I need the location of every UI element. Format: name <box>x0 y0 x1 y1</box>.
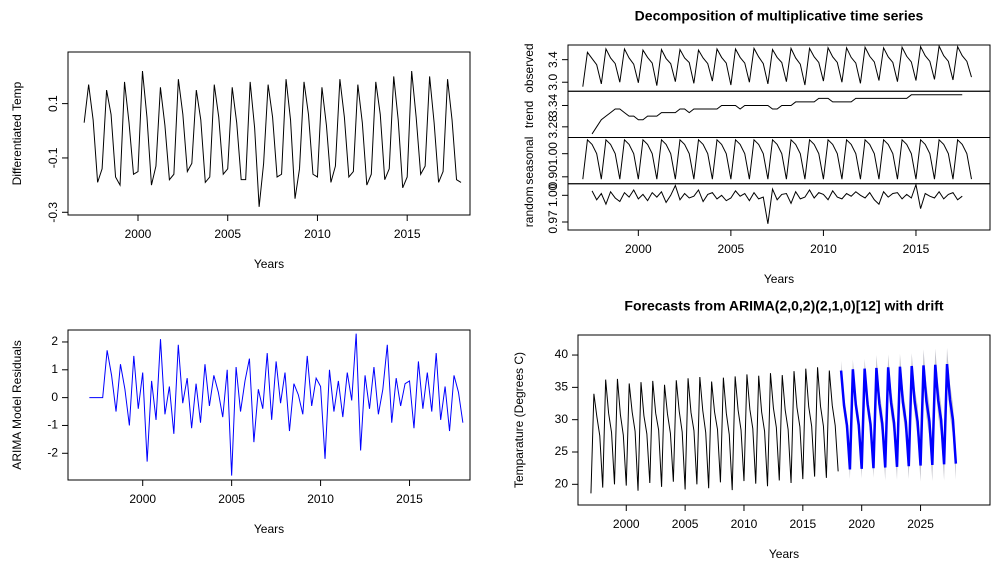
x-tick-label: 2015 <box>903 242 930 256</box>
y-tick-label: 0.97 <box>546 210 560 234</box>
plot-frame <box>577 334 991 506</box>
x-tick-label: 2010 <box>304 227 331 241</box>
x-tick-label: 2000 <box>625 242 652 256</box>
x-axis-label: Years <box>254 257 284 271</box>
x-tick-label: 2000 <box>129 492 156 506</box>
series-line <box>582 44 972 87</box>
series-line <box>591 94 963 135</box>
y-tick-label: -0.3 <box>46 202 60 223</box>
y-tick-label: -1 <box>47 418 58 432</box>
x-tick-label: 2005 <box>718 242 745 256</box>
x-tick-label: 2005 <box>672 517 699 531</box>
y-axis-label: ARIMA Model Residuals <box>10 340 24 469</box>
panel-frame <box>567 183 991 231</box>
y-tick-label: 0 <box>51 390 58 404</box>
plot-frame <box>67 51 471 216</box>
y-tick-label: -2 <box>47 445 58 459</box>
x-tick-label: 2005 <box>214 227 241 241</box>
series-line <box>591 182 963 224</box>
y-tick-label: 3.28 <box>546 115 560 139</box>
y-tick-label: 2 <box>51 334 58 348</box>
y-tick-label: 35 <box>555 380 569 394</box>
x-tick-label: 2025 <box>907 517 934 531</box>
series-line <box>590 367 839 494</box>
series-line <box>83 70 462 207</box>
x-tick-label: 2020 <box>848 517 875 531</box>
y-tick-label: 1.00 <box>546 183 560 207</box>
y-tick-label: 0.90 <box>546 165 560 189</box>
y-tick-label: -0.1 <box>46 147 60 168</box>
y-tick-label: 1 <box>51 362 58 376</box>
y-tick-label: 20 <box>555 476 569 490</box>
y-tick-label: 1.00 <box>546 142 560 166</box>
x-tick-label: 2005 <box>218 492 245 506</box>
y-tick-label: 3.0 <box>546 74 560 91</box>
y-axis-label: Temparature (Degrees C) <box>512 352 526 488</box>
x-tick-label: 2010 <box>307 492 334 506</box>
y-tick-label: 3.4 <box>546 51 560 68</box>
panel-label: trend <box>522 101 536 128</box>
x-tick-label: 2000 <box>125 227 152 241</box>
panel-frame <box>567 44 991 92</box>
x-tick-label: 2015 <box>396 492 423 506</box>
plot-frame <box>67 329 471 481</box>
x-tick-label: 2010 <box>810 242 837 256</box>
series-line <box>582 138 972 180</box>
y-tick-label: 40 <box>555 347 569 361</box>
y-tick-label: 3.34 <box>546 93 560 117</box>
y-tick-label: 0.1 <box>46 95 60 112</box>
chart-title: Forecasts from ARIMA(2,0,2)(2,1,0)[12] w… <box>624 298 944 314</box>
panel-label: seasonal <box>522 137 536 185</box>
x-axis-label: Years <box>764 272 794 286</box>
x-tick-label: 2015 <box>394 227 421 241</box>
x-tick-label: 2000 <box>613 517 640 531</box>
x-axis-label: Years <box>254 522 284 536</box>
chart-title: Decomposition of multiplicative time ser… <box>635 8 924 24</box>
panel-frame <box>567 90 991 138</box>
x-axis-label: Years <box>769 547 799 561</box>
series-line <box>839 363 958 470</box>
y-axis-label: Differentiated Temp <box>10 81 24 185</box>
y-tick-label: 30 <box>555 412 569 426</box>
panel-frame <box>567 137 991 185</box>
panel-label: random <box>522 187 536 228</box>
series-line <box>89 333 464 476</box>
x-tick-label: 2010 <box>731 517 758 531</box>
y-tick-label: 25 <box>555 444 569 458</box>
panel-label: observed <box>522 43 536 92</box>
x-tick-label: 2015 <box>789 517 816 531</box>
